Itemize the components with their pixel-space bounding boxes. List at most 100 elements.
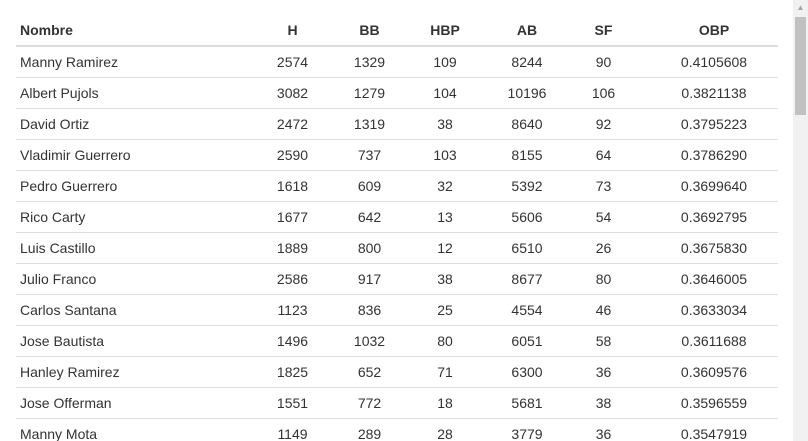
cell-ab: 8677 xyxy=(497,263,557,295)
cell-nombre: Jose Offerman xyxy=(16,387,239,419)
cell-hbp: 80 xyxy=(393,325,497,357)
cell-obp: 0.3692795 xyxy=(650,201,778,233)
cell-h: 1149 xyxy=(239,418,346,441)
cell-ab: 5681 xyxy=(497,387,557,419)
cell-nombre: Albert Pujols xyxy=(16,77,239,109)
cell-nombre: Pedro Guerrero xyxy=(16,170,239,202)
cell-ab: 3779 xyxy=(497,418,557,441)
cell-ab: 4554 xyxy=(497,294,557,326)
column-header-nombre[interactable]: Nombre xyxy=(16,15,239,47)
cell-nombre: Vladimir Guerrero xyxy=(16,139,239,171)
cell-bb: 289 xyxy=(346,418,393,441)
stats-table: Nombre H BB HBP AB SF OBP Manny Ramirez 2… xyxy=(16,15,778,441)
cell-sf: 46 xyxy=(557,294,650,326)
cell-nombre: Luis Castillo xyxy=(16,232,239,264)
table-header: Nombre H BB HBP AB SF OBP xyxy=(16,15,778,47)
cell-sf: 36 xyxy=(557,356,650,388)
cell-nombre: Carlos Santana xyxy=(16,294,239,326)
scrollbar-thumb[interactable] xyxy=(795,17,806,115)
table-row: Manny Ramirez 2574 1329 109 8244 90 0.4105608 xyxy=(16,46,778,78)
cell-nombre: Jose Bautista xyxy=(16,325,239,357)
cell-obp: 0.3633034 xyxy=(650,294,778,326)
cell-bb: 772 xyxy=(346,387,393,419)
cell-bb: 1319 xyxy=(346,108,393,140)
cell-ab: 5606 xyxy=(497,201,557,233)
cell-bb: 652 xyxy=(346,356,393,388)
cell-h: 1123 xyxy=(239,294,346,326)
cell-sf: 26 xyxy=(557,232,650,264)
column-header-obp[interactable]: OBP xyxy=(650,15,778,47)
table-row: Carlos Santana 1123 836 25 4554 46 0.3633034 xyxy=(16,294,778,326)
cell-sf: 80 xyxy=(557,263,650,295)
cell-obp: 0.3611688 xyxy=(650,325,778,357)
cell-hbp: 28 xyxy=(393,418,497,441)
cell-bb: 642 xyxy=(346,201,393,233)
table-row: Manny Mota 1149 289 28 3779 36 0.3547919 xyxy=(16,418,778,441)
cell-hbp: 104 xyxy=(393,77,497,109)
cell-bb: 917 xyxy=(346,263,393,295)
header-row: Nombre H BB HBP AB SF OBP xyxy=(16,15,778,47)
scroll-up-arrow-icon[interactable]: ▲ xyxy=(796,3,805,12)
cell-nombre: Rico Carty xyxy=(16,201,239,233)
cell-sf: 64 xyxy=(557,139,650,171)
cell-hbp: 38 xyxy=(393,108,497,140)
cell-obp: 0.3821138 xyxy=(650,77,778,109)
table-row: Jose Offerman 1551 772 18 5681 38 0.3596559 xyxy=(16,387,778,419)
cell-h: 2472 xyxy=(239,108,346,140)
cell-nombre: Manny Ramirez xyxy=(16,46,239,78)
cell-sf: 106 xyxy=(557,77,650,109)
column-header-h[interactable]: H xyxy=(239,15,346,47)
cell-obp: 0.3795223 xyxy=(650,108,778,140)
cell-ab: 6510 xyxy=(497,232,557,264)
cell-h: 2590 xyxy=(239,139,346,171)
cell-obp: 0.3699640 xyxy=(650,170,778,202)
table-row: Vladimir Guerrero 2590 737 103 8155 64 0.37862… xyxy=(16,139,778,171)
cell-sf: 36 xyxy=(557,418,650,441)
cell-obp: 0.4105608 xyxy=(650,46,778,78)
cell-ab: 8244 xyxy=(497,46,557,78)
cell-nombre: Manny Mota xyxy=(16,418,239,441)
cell-hbp: 13 xyxy=(393,201,497,233)
cell-obp: 0.3609576 xyxy=(650,356,778,388)
cell-h: 1825 xyxy=(239,356,346,388)
cell-obp: 0.3596559 xyxy=(650,387,778,419)
cell-obp: 0.3786290 xyxy=(650,139,778,171)
cell-hbp: 12 xyxy=(393,232,497,264)
cell-obp: 0.3547919 xyxy=(650,418,778,441)
cell-hbp: 103 xyxy=(393,139,497,171)
cell-h: 1889 xyxy=(239,232,346,264)
cell-h: 1618 xyxy=(239,170,346,202)
table-body: Manny Ramirez 2574 1329 109 8244 90 0.4105608 A… xyxy=(16,46,778,441)
cell-bb: 800 xyxy=(346,232,393,264)
cell-hbp: 32 xyxy=(393,170,497,202)
cell-ab: 6300 xyxy=(497,356,557,388)
cell-ab: 6051 xyxy=(497,325,557,357)
cell-hbp: 71 xyxy=(393,356,497,388)
cell-ab: 10196 xyxy=(497,77,557,109)
cell-obp: 0.3675830 xyxy=(650,232,778,264)
cell-ab: 5392 xyxy=(497,170,557,202)
table-row: Julio Franco 2586 917 38 8677 80 0.3646005 xyxy=(16,263,778,295)
cell-h: 3082 xyxy=(239,77,346,109)
cell-bb: 1329 xyxy=(346,46,393,78)
column-header-hbp[interactable]: HBP xyxy=(393,15,497,47)
cell-h: 1496 xyxy=(239,325,346,357)
table-row: David Ortiz 2472 1319 38 8640 92 0.3795223 xyxy=(16,108,778,140)
column-header-ab[interactable]: AB xyxy=(497,15,557,47)
table-row: Luis Castillo 1889 800 12 6510 26 0.3675830 xyxy=(16,232,778,264)
cell-bb: 737 xyxy=(346,139,393,171)
cell-h: 2574 xyxy=(239,46,346,78)
cell-ab: 8155 xyxy=(497,139,557,171)
cell-bb: 1032 xyxy=(346,325,393,357)
cell-nombre: Julio Franco xyxy=(16,263,239,295)
table-container: Nombre H BB HBP AB SF OBP Manny Ramirez 2… xyxy=(16,15,778,441)
cell-h: 1551 xyxy=(239,387,346,419)
column-header-sf[interactable]: SF xyxy=(557,15,650,47)
column-header-bb[interactable]: BB xyxy=(346,15,393,47)
cell-sf: 54 xyxy=(557,201,650,233)
cell-hbp: 38 xyxy=(393,263,497,295)
table-row: Pedro Guerrero 1618 609 32 5392 73 0.3699640 xyxy=(16,170,778,202)
vertical-scrollbar[interactable]: ▲ xyxy=(793,0,808,441)
cell-bb: 836 xyxy=(346,294,393,326)
